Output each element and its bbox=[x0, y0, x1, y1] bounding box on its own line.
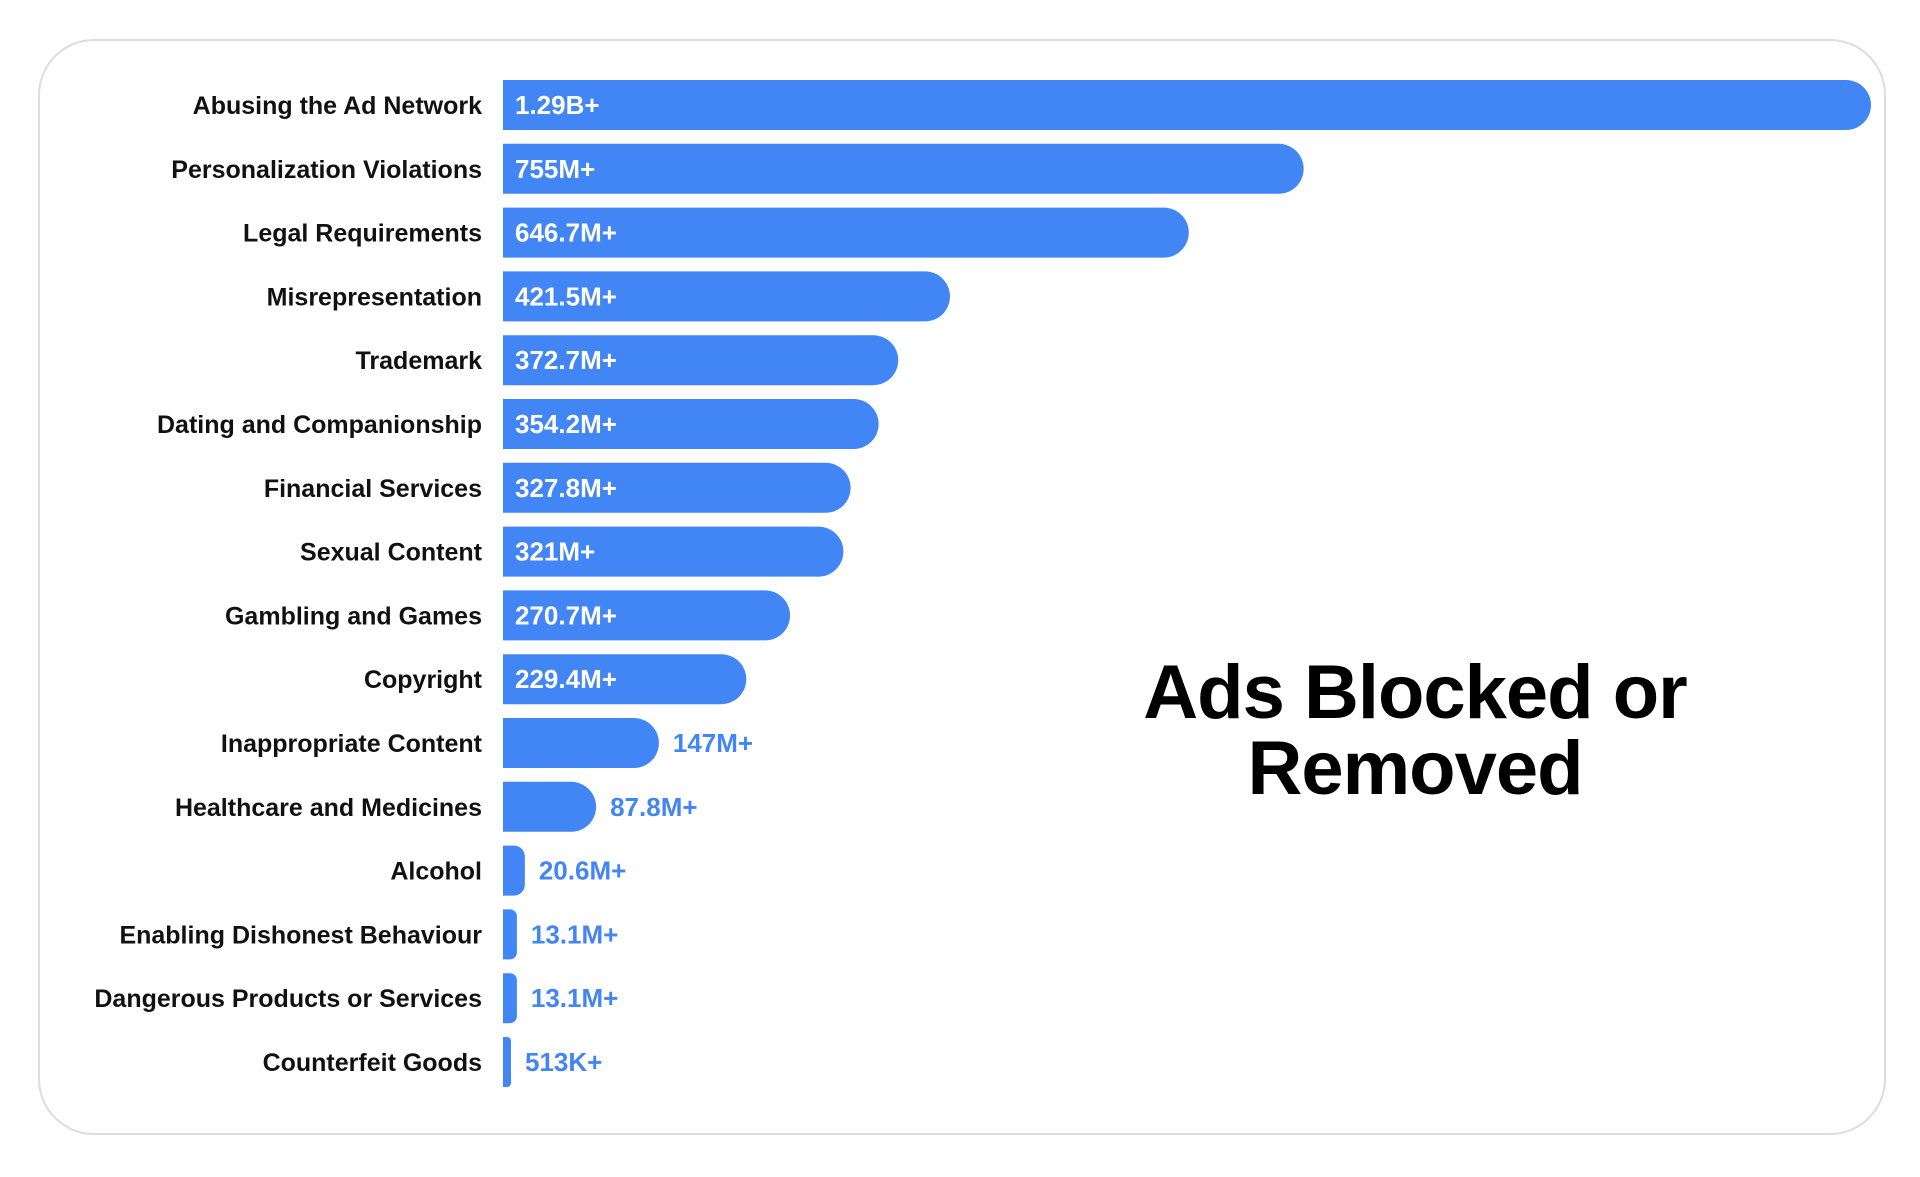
category-label: Sexual Content bbox=[300, 539, 483, 567]
value-label: 13.1M+ bbox=[531, 919, 618, 949]
bar bbox=[503, 654, 747, 705]
value-label: 354.2M+ bbox=[515, 409, 617, 439]
bar bbox=[503, 143, 1304, 194]
category-label: Inappropriate Content bbox=[221, 730, 483, 758]
value-label: 755M+ bbox=[515, 154, 595, 184]
value-label: 513K+ bbox=[525, 1047, 602, 1077]
bar bbox=[503, 781, 597, 832]
bar bbox=[503, 207, 1189, 258]
category-label: Abusing the Ad Network bbox=[193, 92, 482, 120]
bar bbox=[503, 590, 791, 641]
value-label: 1.29B+ bbox=[515, 90, 600, 120]
category-label: Misrepresentation bbox=[267, 283, 482, 311]
category-label: Dating and Companionship bbox=[157, 411, 482, 439]
value-label: 147M+ bbox=[673, 728, 753, 758]
category-label: Personalization Violations bbox=[171, 156, 482, 184]
value-label: 270.7M+ bbox=[515, 600, 617, 630]
value-label: 87.8M+ bbox=[610, 792, 697, 822]
category-label: Trademark bbox=[356, 347, 483, 375]
category-label: Copyright bbox=[364, 666, 483, 694]
value-label: 20.6M+ bbox=[539, 856, 626, 886]
value-label: 13.1M+ bbox=[531, 983, 618, 1013]
category-label: Financial Services bbox=[264, 475, 482, 503]
category-label: Legal Requirements bbox=[243, 220, 482, 248]
category-label: Healthcare and Medicines bbox=[175, 794, 482, 822]
value-label: 327.8M+ bbox=[515, 473, 617, 503]
bar bbox=[503, 845, 525, 896]
category-label: Gambling and Games bbox=[225, 602, 482, 630]
bar bbox=[503, 80, 1871, 130]
value-label: 321M+ bbox=[515, 537, 595, 567]
category-label: Alcohol bbox=[390, 858, 482, 886]
value-label: 421.5M+ bbox=[515, 281, 617, 311]
bar bbox=[503, 909, 517, 960]
value-label: 229.4M+ bbox=[515, 664, 617, 694]
value-label: 646.7M+ bbox=[515, 218, 617, 248]
value-label: 372.7M+ bbox=[515, 345, 617, 375]
category-label: Dangerous Products or Services bbox=[94, 985, 482, 1013]
bar bbox=[503, 462, 851, 513]
bar bbox=[503, 526, 844, 577]
bar bbox=[503, 973, 517, 1024]
category-label: Enabling Dishonest Behaviour bbox=[119, 921, 482, 949]
chart-title: Ads Blocked or Removed bbox=[1143, 650, 1687, 811]
bar bbox=[503, 335, 899, 386]
bar bbox=[503, 271, 950, 322]
category-label: Counterfeit Goods bbox=[263, 1049, 482, 1077]
bar bbox=[503, 718, 659, 768]
bar bbox=[503, 1037, 511, 1087]
bar bbox=[503, 398, 879, 449]
